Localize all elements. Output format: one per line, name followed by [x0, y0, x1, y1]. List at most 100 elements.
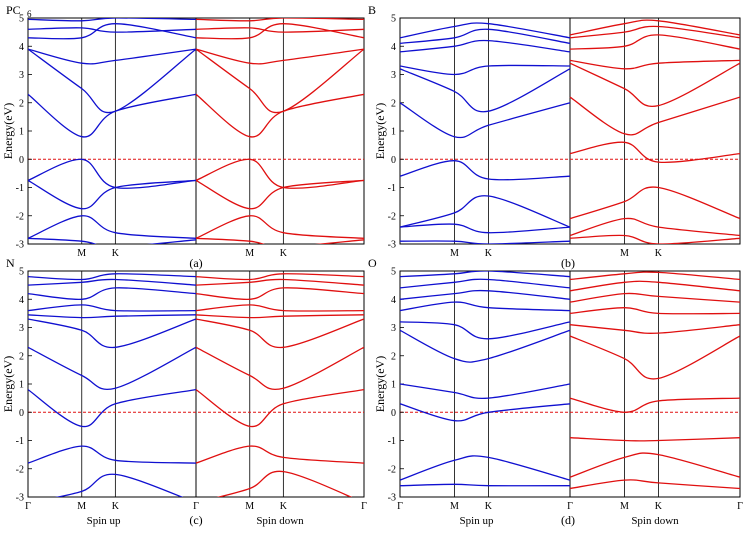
spin-down-band-10: [569, 19, 740, 36]
spin-down-band-4: [195, 346, 364, 390]
spin-up-band-8: [28, 287, 197, 301]
y-tick-label: -2: [16, 464, 24, 475]
spin-up-band-5: [28, 93, 197, 138]
y-axis-label: Energy(eV): [1, 103, 15, 159]
y-tick-label: 1: [391, 127, 396, 138]
y-tick-label: 5: [19, 14, 24, 25]
spin-down-band-8: [569, 34, 740, 50]
kpath-label: Γ: [361, 501, 367, 512]
y-tick-label: -3: [16, 240, 24, 251]
kpath-label: Γ: [25, 501, 31, 512]
spin-up-band-10: [28, 18, 197, 22]
panel-b: -3 -2 -1 0 1 2 3 4 5 Energy(eV) M K M K B (b): [368, 3, 741, 270]
y-tick-label: 0: [19, 155, 24, 166]
spin-down-band-3: [569, 186, 740, 220]
spin-up-band-10: [400, 271, 571, 278]
spin-up-label: Spin up: [87, 515, 121, 527]
kpath-label: M: [620, 248, 629, 259]
spin-down-band-2: [195, 215, 364, 239]
spin-down-band-1: [569, 479, 740, 490]
y-tick-label: 0: [391, 155, 396, 166]
spin-up-band-9: [28, 27, 197, 33]
spin-down-band-3: [195, 388, 364, 428]
spin-down-band-5: [569, 335, 740, 380]
y-tick-label: 4: [391, 42, 396, 53]
spin-up-band-7: [28, 304, 197, 312]
spin-up-band-3: [400, 195, 571, 228]
spin-up-band-4: [400, 383, 571, 400]
spin-up-band-2: [400, 455, 571, 481]
y-tick-label: 3: [391, 323, 396, 334]
spin-down-band-6: [195, 314, 364, 319]
spin-up-band-3: [400, 403, 571, 422]
spin-up-band-10: [28, 273, 197, 281]
y-axis-label: Energy(eV): [373, 103, 387, 159]
y-tick-label: -1: [388, 436, 396, 447]
spin-up-band-3: [28, 388, 197, 428]
spin-down-band-7: [569, 307, 740, 315]
y-tick-label: 2: [391, 98, 396, 109]
y-tick-label: -2: [16, 211, 24, 222]
spin-up-band-7: [400, 301, 571, 312]
panel-c: -3 -2 -1 0 1 2 3 4 5 Energy(eV) Γ M K Γ M K Γ Spin up Spin…: [1, 256, 367, 527]
spin-down-band-1: [216, 470, 353, 497]
spin-down-band-1: [569, 234, 740, 244]
bands-group: [400, 19, 740, 244]
panel-tag: (b): [561, 256, 575, 270]
kpath-label: Γ: [193, 501, 199, 512]
y-tick-label: 3: [391, 70, 396, 81]
kpath-label: M: [245, 248, 254, 259]
y-tick-label: -3: [388, 240, 396, 251]
spin-down-band-7: [569, 59, 740, 70]
panel-tag: (d): [561, 513, 575, 527]
y-tick-label: 2: [19, 351, 24, 362]
kpath-label: K: [280, 248, 288, 259]
system-label: B: [368, 3, 376, 17]
y-tick-label: 0: [391, 408, 396, 419]
spin-down-band-2: [569, 452, 740, 478]
kpath-label: K: [112, 248, 120, 259]
y-tick-label: 5: [391, 267, 396, 278]
spin-up-band-1: [400, 240, 571, 244]
spin-down-band-5: [569, 96, 740, 136]
kpath-label: K: [112, 501, 120, 512]
spin-down-band-9: [195, 278, 364, 286]
kpath-label: K: [485, 501, 493, 512]
kpath-label: K: [280, 501, 288, 512]
panel-tag: (c): [189, 513, 202, 527]
y-tick-label: -3: [16, 493, 24, 504]
spin-up-band-6: [400, 321, 571, 340]
y-tick-label: 4: [19, 42, 24, 53]
system-label: O: [368, 256, 377, 270]
spin-down-band-3: [569, 437, 740, 442]
spin-up-label: Spin up: [460, 515, 494, 527]
spin-down-band-8: [195, 287, 364, 301]
spin-up-band-2: [400, 223, 571, 234]
spin-down-band-9: [569, 280, 740, 292]
spin-up-band-7: [400, 64, 571, 76]
spin-up-band-6: [400, 68, 571, 113]
spin-up-band-6: [28, 314, 197, 319]
spin-up-band-2: [28, 215, 197, 239]
spin-down-band-1: [195, 237, 364, 244]
kpath-label: K: [655, 248, 663, 259]
spin-down-band-3: [195, 179, 364, 210]
spin-up-band-4: [400, 160, 571, 181]
y-tick-label: 4: [19, 295, 24, 306]
spin-up-band-6: [28, 48, 197, 114]
y-tick-label: 1: [391, 380, 396, 391]
y-tick-label: 3: [19, 70, 24, 81]
spin-up-band-5: [400, 102, 571, 139]
kpath-label: M: [77, 501, 86, 512]
bands-group: [400, 271, 740, 490]
spin-up-band-2: [28, 445, 197, 464]
spin-down-band-6: [569, 324, 740, 334]
kpath-label: K: [655, 501, 663, 512]
spin-up-band-8: [400, 39, 571, 53]
spin-down-band-10: [569, 271, 740, 281]
spin-up-band-9: [28, 278, 197, 286]
spin-up-band-9: [400, 278, 571, 289]
spin-down-band-4: [569, 397, 740, 413]
y-tick-label: -2: [388, 464, 396, 475]
